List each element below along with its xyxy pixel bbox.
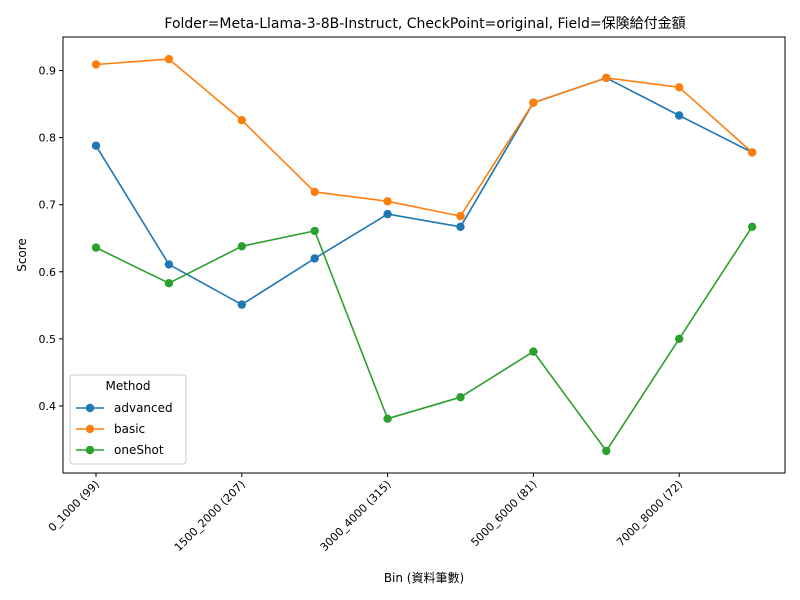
data-point-basic	[383, 197, 392, 206]
y-axis: 0.4 0.5 0.6 0.7 0.8 0.9	[39, 65, 63, 413]
y-tick-label: 0.6	[39, 266, 57, 279]
data-point-basic	[237, 116, 246, 125]
series-line-oneShot	[95, 226, 753, 452]
data-point-advanced	[383, 209, 392, 219]
data-point-basic	[529, 98, 538, 107]
y-tick-label: 0.7	[39, 199, 57, 212]
legend-swatch-marker	[85, 445, 95, 455]
x-tick-label: 7000_8000 (72)	[614, 478, 685, 549]
legend-item-advanced: advanced	[76, 401, 173, 415]
legend-title: Method	[105, 379, 150, 393]
data-point-oneShot	[237, 242, 246, 251]
data-point-advanced	[237, 300, 246, 309]
legend-item-oneShot: oneShot	[76, 443, 164, 457]
legend-label: oneShot	[114, 443, 164, 457]
y-tick-label: 0.5	[39, 333, 57, 346]
data-point-oneShot	[383, 414, 392, 423]
data-point-advanced	[310, 254, 319, 263]
data-point-oneShot	[91, 243, 101, 252]
x-tick-label: 1500_2000 (207)	[172, 478, 248, 554]
data-point-advanced	[91, 141, 101, 150]
series-line-advanced	[95, 77, 753, 306]
series-basic	[91, 54, 757, 221]
series-line-basic	[95, 58, 753, 217]
data-point-oneShot	[675, 334, 684, 343]
y-axis-label: Score	[15, 238, 29, 272]
data-point-oneShot	[529, 347, 538, 356]
x-tick-label: 0_1000 (99)	[46, 478, 102, 534]
data-point-basic	[164, 54, 174, 64]
data-point-basic	[602, 73, 611, 83]
data-point-oneShot	[747, 222, 757, 231]
series-oneShot	[91, 222, 757, 456]
legend-swatch-marker	[85, 403, 95, 413]
plot-frame	[62, 36, 786, 474]
legend-swatch-marker	[85, 424, 95, 434]
data-point-oneShot	[164, 279, 174, 288]
data-point-oneShot	[456, 393, 465, 402]
data-point-oneShot	[310, 226, 319, 236]
data-point-advanced	[164, 260, 174, 269]
data-point-advanced	[456, 222, 465, 231]
data-point-basic	[747, 148, 757, 157]
x-axis: 0_1000 (99) 1500_2000 (207) 3000_4000 (315…	[46, 473, 685, 554]
series-advanced	[91, 73, 757, 309]
data-point-oneShot	[602, 446, 611, 456]
y-tick-label: 0.9	[39, 65, 57, 78]
y-tick-label: 0.4	[39, 400, 57, 413]
x-tick-label: 3000_4000 (315)	[318, 478, 394, 554]
plot-area	[91, 54, 757, 456]
data-point-basic	[310, 187, 319, 197]
x-axis-label: Bin (資料筆數)	[384, 571, 464, 585]
data-point-basic	[456, 211, 465, 221]
data-point-basic	[675, 83, 684, 92]
data-point-advanced	[675, 111, 684, 120]
data-point-basic	[91, 60, 101, 69]
legend-item-basic: basic	[76, 422, 145, 436]
legend-label: basic	[114, 422, 145, 436]
legend-label: advanced	[114, 401, 173, 415]
chart-title: Folder=Meta-Llama-3-8B-Instruct, CheckPo…	[164, 16, 685, 32]
x-tick-label: 5000_6000 (81)	[468, 478, 539, 549]
legend-box	[69, 374, 187, 465]
y-tick-label: 0.8	[39, 132, 57, 145]
legend: Method advanced basic oneShot	[69, 374, 187, 465]
